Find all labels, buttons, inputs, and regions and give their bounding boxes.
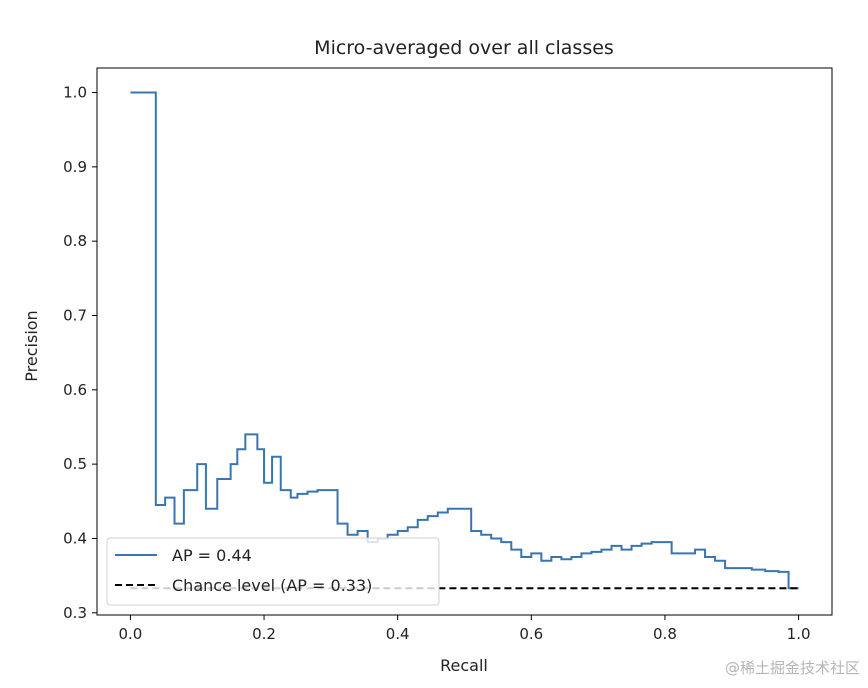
- x-tick-label: 0.0: [118, 625, 142, 643]
- y-tick-label: 0.9: [63, 158, 87, 176]
- legend-label-chance: Chance level (AP = 0.33): [172, 576, 372, 595]
- x-tick-label: 0.8: [653, 625, 677, 643]
- x-axis-label: Recall: [440, 656, 488, 675]
- y-tick-label: 0.8: [63, 232, 87, 250]
- y-tick-label: 0.4: [63, 529, 87, 547]
- legend-label-ap: AP = 0.44: [172, 546, 252, 565]
- x-tick-label: 0.6: [519, 625, 543, 643]
- plot-frame: [97, 68, 832, 615]
- y-axis-label: Precision: [22, 310, 41, 381]
- chart-title: Micro-averaged over all classes: [314, 37, 614, 59]
- y-tick-label: 0.3: [63, 604, 87, 622]
- precision-recall-curve: [130, 93, 798, 589]
- x-tick-label: 1.0: [787, 625, 811, 643]
- y-tick-label: 0.6: [63, 381, 87, 399]
- legend: AP = 0.44 Chance level (AP = 0.33): [107, 538, 439, 605]
- x-tick-label: 0.2: [252, 625, 276, 643]
- x-tick-label: 0.4: [386, 625, 410, 643]
- y-tick-label: 0.5: [63, 455, 87, 473]
- y-tick-label: 0.7: [63, 306, 87, 324]
- watermark: @稀土掘金技术社区: [725, 657, 860, 678]
- y-tick-label: 1.0: [63, 84, 87, 102]
